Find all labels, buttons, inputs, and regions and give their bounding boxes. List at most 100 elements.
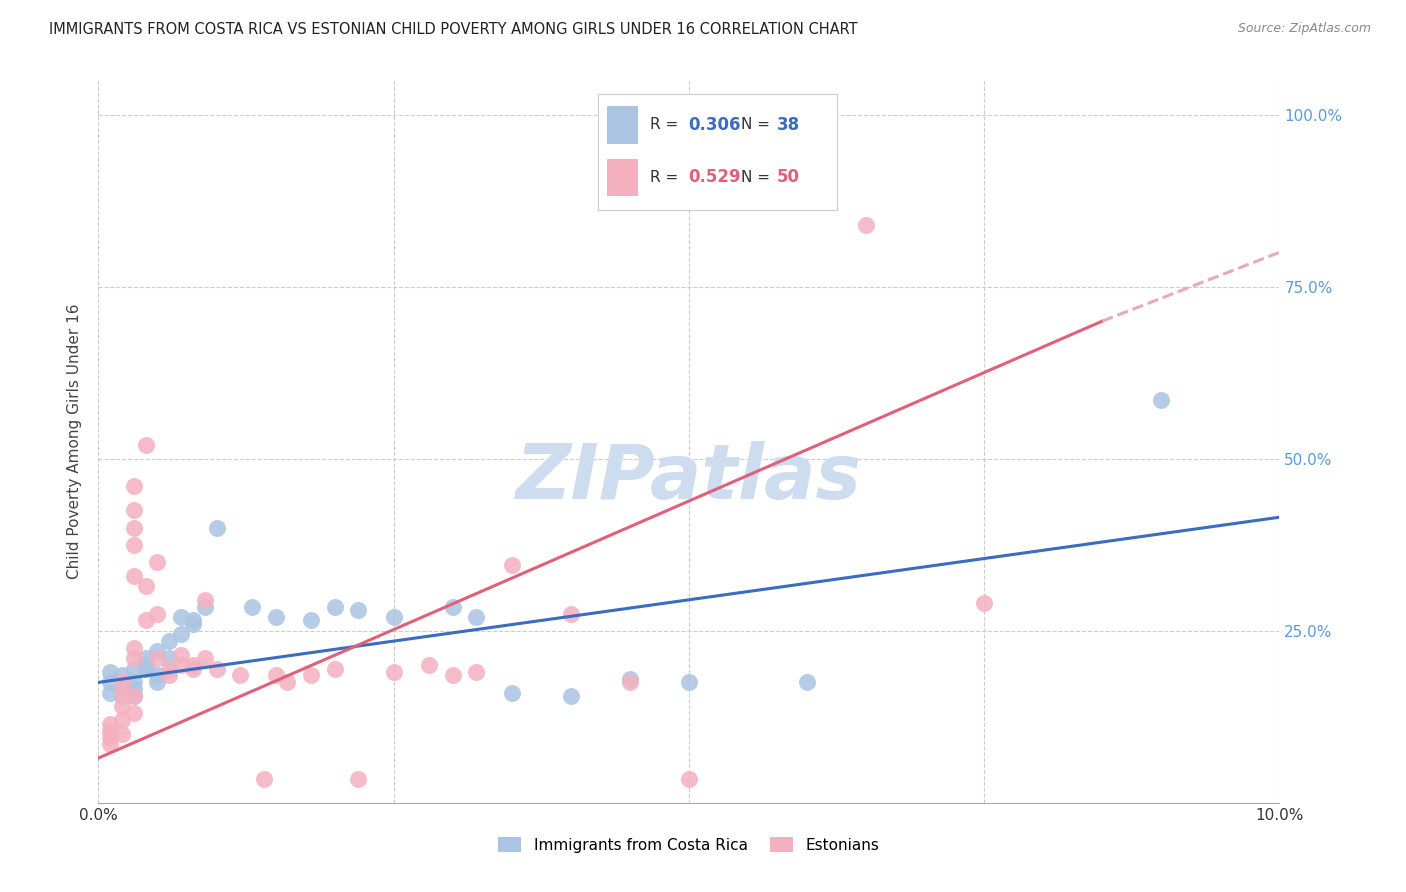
Point [194,599,217,614]
Point [122,675,145,690]
Point [323,599,346,614]
Point [382,610,405,624]
Point [441,668,464,682]
Point [111,675,134,690]
Point [146,675,169,690]
Point [501,686,523,700]
Point [111,713,134,727]
Point [146,644,169,658]
Point [135,579,157,593]
Text: 50: 50 [778,169,800,186]
Point [382,665,405,679]
Point [146,651,169,665]
Point [347,772,370,786]
Point [111,679,134,693]
Point [501,558,523,573]
Text: IMMIGRANTS FROM COSTA RICA VS ESTONIAN CHILD POVERTY AMONG GIRLS UNDER 16 CORREL: IMMIGRANTS FROM COSTA RICA VS ESTONIAN C… [49,22,858,37]
Point [181,616,204,631]
Point [855,218,877,232]
Point [111,727,134,741]
Point [619,672,641,686]
Point [181,662,204,676]
Point [170,627,193,641]
Point [146,668,169,682]
Point [98,665,121,679]
Point [205,520,228,534]
Text: N =: N = [741,118,775,133]
Point [678,772,700,786]
Point [146,607,169,621]
Point [122,689,145,703]
Point [157,668,180,682]
Y-axis label: Child Poverty Among Girls Under 16: Child Poverty Among Girls Under 16 [67,304,83,579]
Point [157,662,180,676]
Point [122,538,145,552]
Point [98,731,121,745]
Point [205,662,228,676]
Point [264,610,287,624]
Point [157,651,180,665]
Text: Source: ZipAtlas.com: Source: ZipAtlas.com [1237,22,1371,36]
Point [264,668,287,682]
Point [122,520,145,534]
Point [240,599,263,614]
Point [111,699,134,714]
Point [98,675,121,690]
Point [276,675,298,690]
Point [619,675,641,690]
Point [441,599,464,614]
Point [229,668,252,682]
Point [122,689,145,703]
Point [135,614,157,628]
Point [98,737,121,751]
Point [146,555,169,569]
Point [181,614,204,628]
Text: R =: R = [650,169,683,185]
Text: 0.529: 0.529 [689,169,741,186]
Point [98,723,121,738]
Point [122,479,145,493]
Point [122,503,145,517]
Point [122,706,145,721]
FancyBboxPatch shape [607,159,638,195]
Point [299,668,322,682]
Point [135,651,157,665]
Point [135,662,157,676]
Point [465,610,488,624]
Point [194,592,217,607]
Point [170,610,193,624]
Point [135,438,157,452]
Point [157,634,180,648]
Point [323,662,346,676]
Point [253,772,276,786]
Point [1150,393,1173,408]
Point [560,689,582,703]
Legend: Immigrants from Costa Rica, Estonians: Immigrants from Costa Rica, Estonians [491,829,887,860]
Text: N =: N = [741,169,775,185]
Point [122,682,145,697]
Text: ZIPatlas: ZIPatlas [516,441,862,515]
Text: 38: 38 [778,116,800,134]
Point [796,675,818,690]
Point [418,658,440,673]
Point [170,648,193,662]
Point [465,665,488,679]
Text: 0.306: 0.306 [689,116,741,134]
Point [135,658,157,673]
Point [111,668,134,682]
Point [678,675,700,690]
Point [122,651,145,665]
Point [560,607,582,621]
Point [194,651,217,665]
Point [347,603,370,617]
Text: R =: R = [650,118,683,133]
Point [299,614,322,628]
Point [973,596,995,610]
FancyBboxPatch shape [607,106,638,144]
Point [98,716,121,731]
Point [122,568,145,582]
Point [181,658,204,673]
Point [111,686,134,700]
Point [170,658,193,673]
Point [98,686,121,700]
